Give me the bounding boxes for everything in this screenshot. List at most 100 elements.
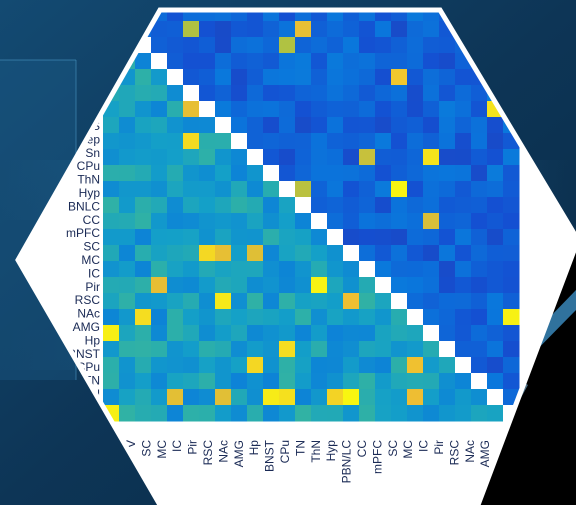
heatmap-cell bbox=[439, 325, 456, 342]
heatmap-cell bbox=[375, 133, 392, 150]
heatmap-cell bbox=[311, 197, 328, 214]
heatmap-cell bbox=[455, 341, 472, 358]
heatmap-cell bbox=[199, 37, 216, 54]
heatmap-cell bbox=[503, 21, 520, 38]
heatmap-cell bbox=[471, 389, 488, 406]
heatmap-cell bbox=[375, 10, 392, 22]
heatmap-cell bbox=[407, 277, 424, 294]
heatmap-cell bbox=[183, 389, 200, 406]
heatmap-cell bbox=[423, 149, 440, 166]
heatmap-cell bbox=[247, 229, 264, 246]
heatmap-cell bbox=[343, 389, 360, 406]
heatmap-cell bbox=[455, 85, 472, 102]
heatmap-cell bbox=[167, 85, 184, 102]
heatmap-cell bbox=[327, 213, 344, 230]
heatmap-cell bbox=[407, 181, 424, 198]
heatmap-cell bbox=[391, 405, 408, 422]
heatmap-cell bbox=[423, 197, 440, 214]
heatmap-cell bbox=[311, 309, 328, 326]
heatmap-cell bbox=[359, 213, 376, 230]
heatmap-cell bbox=[455, 389, 472, 406]
heatmap-cell bbox=[295, 341, 312, 358]
heatmap-cell bbox=[231, 117, 248, 134]
heatmap-cell bbox=[295, 21, 312, 38]
heatmap-cell bbox=[199, 213, 216, 230]
heatmap-cell bbox=[439, 117, 456, 134]
heatmap-cell bbox=[231, 69, 248, 86]
heatmap-cell bbox=[455, 117, 472, 134]
heatmap-cell bbox=[103, 197, 120, 214]
heatmap-cell bbox=[263, 261, 280, 278]
heatmap-cell bbox=[439, 133, 456, 150]
heatmap-cell bbox=[199, 309, 216, 326]
heatmap-cell bbox=[455, 277, 472, 294]
heatmap-cell bbox=[167, 293, 184, 310]
heatmap-cell bbox=[247, 293, 264, 310]
heatmap-cell bbox=[343, 149, 360, 166]
heatmap-cell bbox=[343, 277, 360, 294]
heatmap-cell bbox=[199, 325, 216, 342]
heatmap-cell bbox=[359, 373, 376, 390]
diagonal-cell bbox=[487, 389, 504, 406]
heatmap-cell bbox=[247, 21, 264, 38]
heatmap-cell bbox=[359, 85, 376, 102]
heatmap-cell bbox=[359, 245, 376, 262]
heatmap-cell bbox=[327, 197, 344, 214]
heatmap-cell bbox=[151, 21, 168, 38]
heatmap-cell bbox=[471, 293, 488, 310]
heatmap-cell bbox=[503, 245, 520, 262]
heatmap-cell bbox=[151, 405, 168, 422]
heatmap-cell bbox=[375, 53, 392, 70]
heatmap-cell bbox=[327, 85, 344, 102]
heatmap-cell bbox=[231, 165, 248, 182]
heatmap-cell bbox=[279, 389, 296, 406]
diagonal-cell bbox=[167, 69, 184, 86]
diagonal-cell bbox=[423, 325, 440, 342]
heatmap-cell bbox=[503, 181, 520, 198]
diagonal-cell bbox=[407, 309, 424, 326]
heatmap-cell bbox=[391, 229, 408, 246]
heatmap-cell bbox=[295, 37, 312, 54]
heatmap-cell bbox=[503, 10, 520, 22]
heatmap-cell bbox=[199, 85, 216, 102]
heatmap-cell bbox=[263, 117, 280, 134]
heatmap-cell bbox=[263, 357, 280, 374]
heatmap-cell bbox=[135, 261, 152, 278]
heatmap-cell bbox=[119, 293, 136, 310]
heatmap-cell bbox=[135, 133, 152, 150]
heatmap-cell bbox=[263, 197, 280, 214]
heatmap-cell bbox=[471, 149, 488, 166]
heatmap-cell bbox=[439, 213, 456, 230]
heatmap-cell bbox=[151, 133, 168, 150]
heatmap-cell bbox=[503, 165, 520, 182]
heatmap-cell bbox=[295, 277, 312, 294]
heatmap-cell bbox=[503, 229, 520, 246]
diagonal-cell bbox=[455, 357, 472, 374]
heatmap-cell bbox=[167, 10, 184, 22]
row-label: RSC bbox=[75, 293, 101, 307]
heatmap-cell bbox=[231, 277, 248, 294]
diagonal-cell bbox=[199, 101, 216, 118]
heatmap-cell bbox=[263, 245, 280, 262]
heatmap-cell bbox=[359, 293, 376, 310]
heatmap-cell bbox=[359, 149, 376, 166]
heatmap-cell bbox=[471, 245, 488, 262]
heatmap-cell bbox=[471, 229, 488, 246]
heatmap-cell bbox=[135, 245, 152, 262]
heatmap-cell bbox=[487, 357, 504, 374]
heatmap-cell bbox=[167, 261, 184, 278]
heatmap-cell bbox=[103, 245, 120, 262]
heatmap-cell bbox=[151, 341, 168, 358]
heatmap-cells bbox=[103, 10, 520, 422]
heatmap-cell bbox=[183, 165, 200, 182]
heatmap-cell bbox=[167, 133, 184, 150]
corner-black-panel bbox=[450, 230, 576, 505]
heatmap-cell bbox=[103, 117, 120, 134]
heatmap-cell bbox=[263, 309, 280, 326]
heatmap-cell bbox=[103, 133, 120, 150]
heatmap-cell bbox=[407, 261, 424, 278]
heatmap-cell bbox=[327, 37, 344, 54]
heatmap-cell bbox=[407, 197, 424, 214]
hex-border bbox=[15, 7, 576, 505]
heatmap-cell bbox=[183, 53, 200, 70]
